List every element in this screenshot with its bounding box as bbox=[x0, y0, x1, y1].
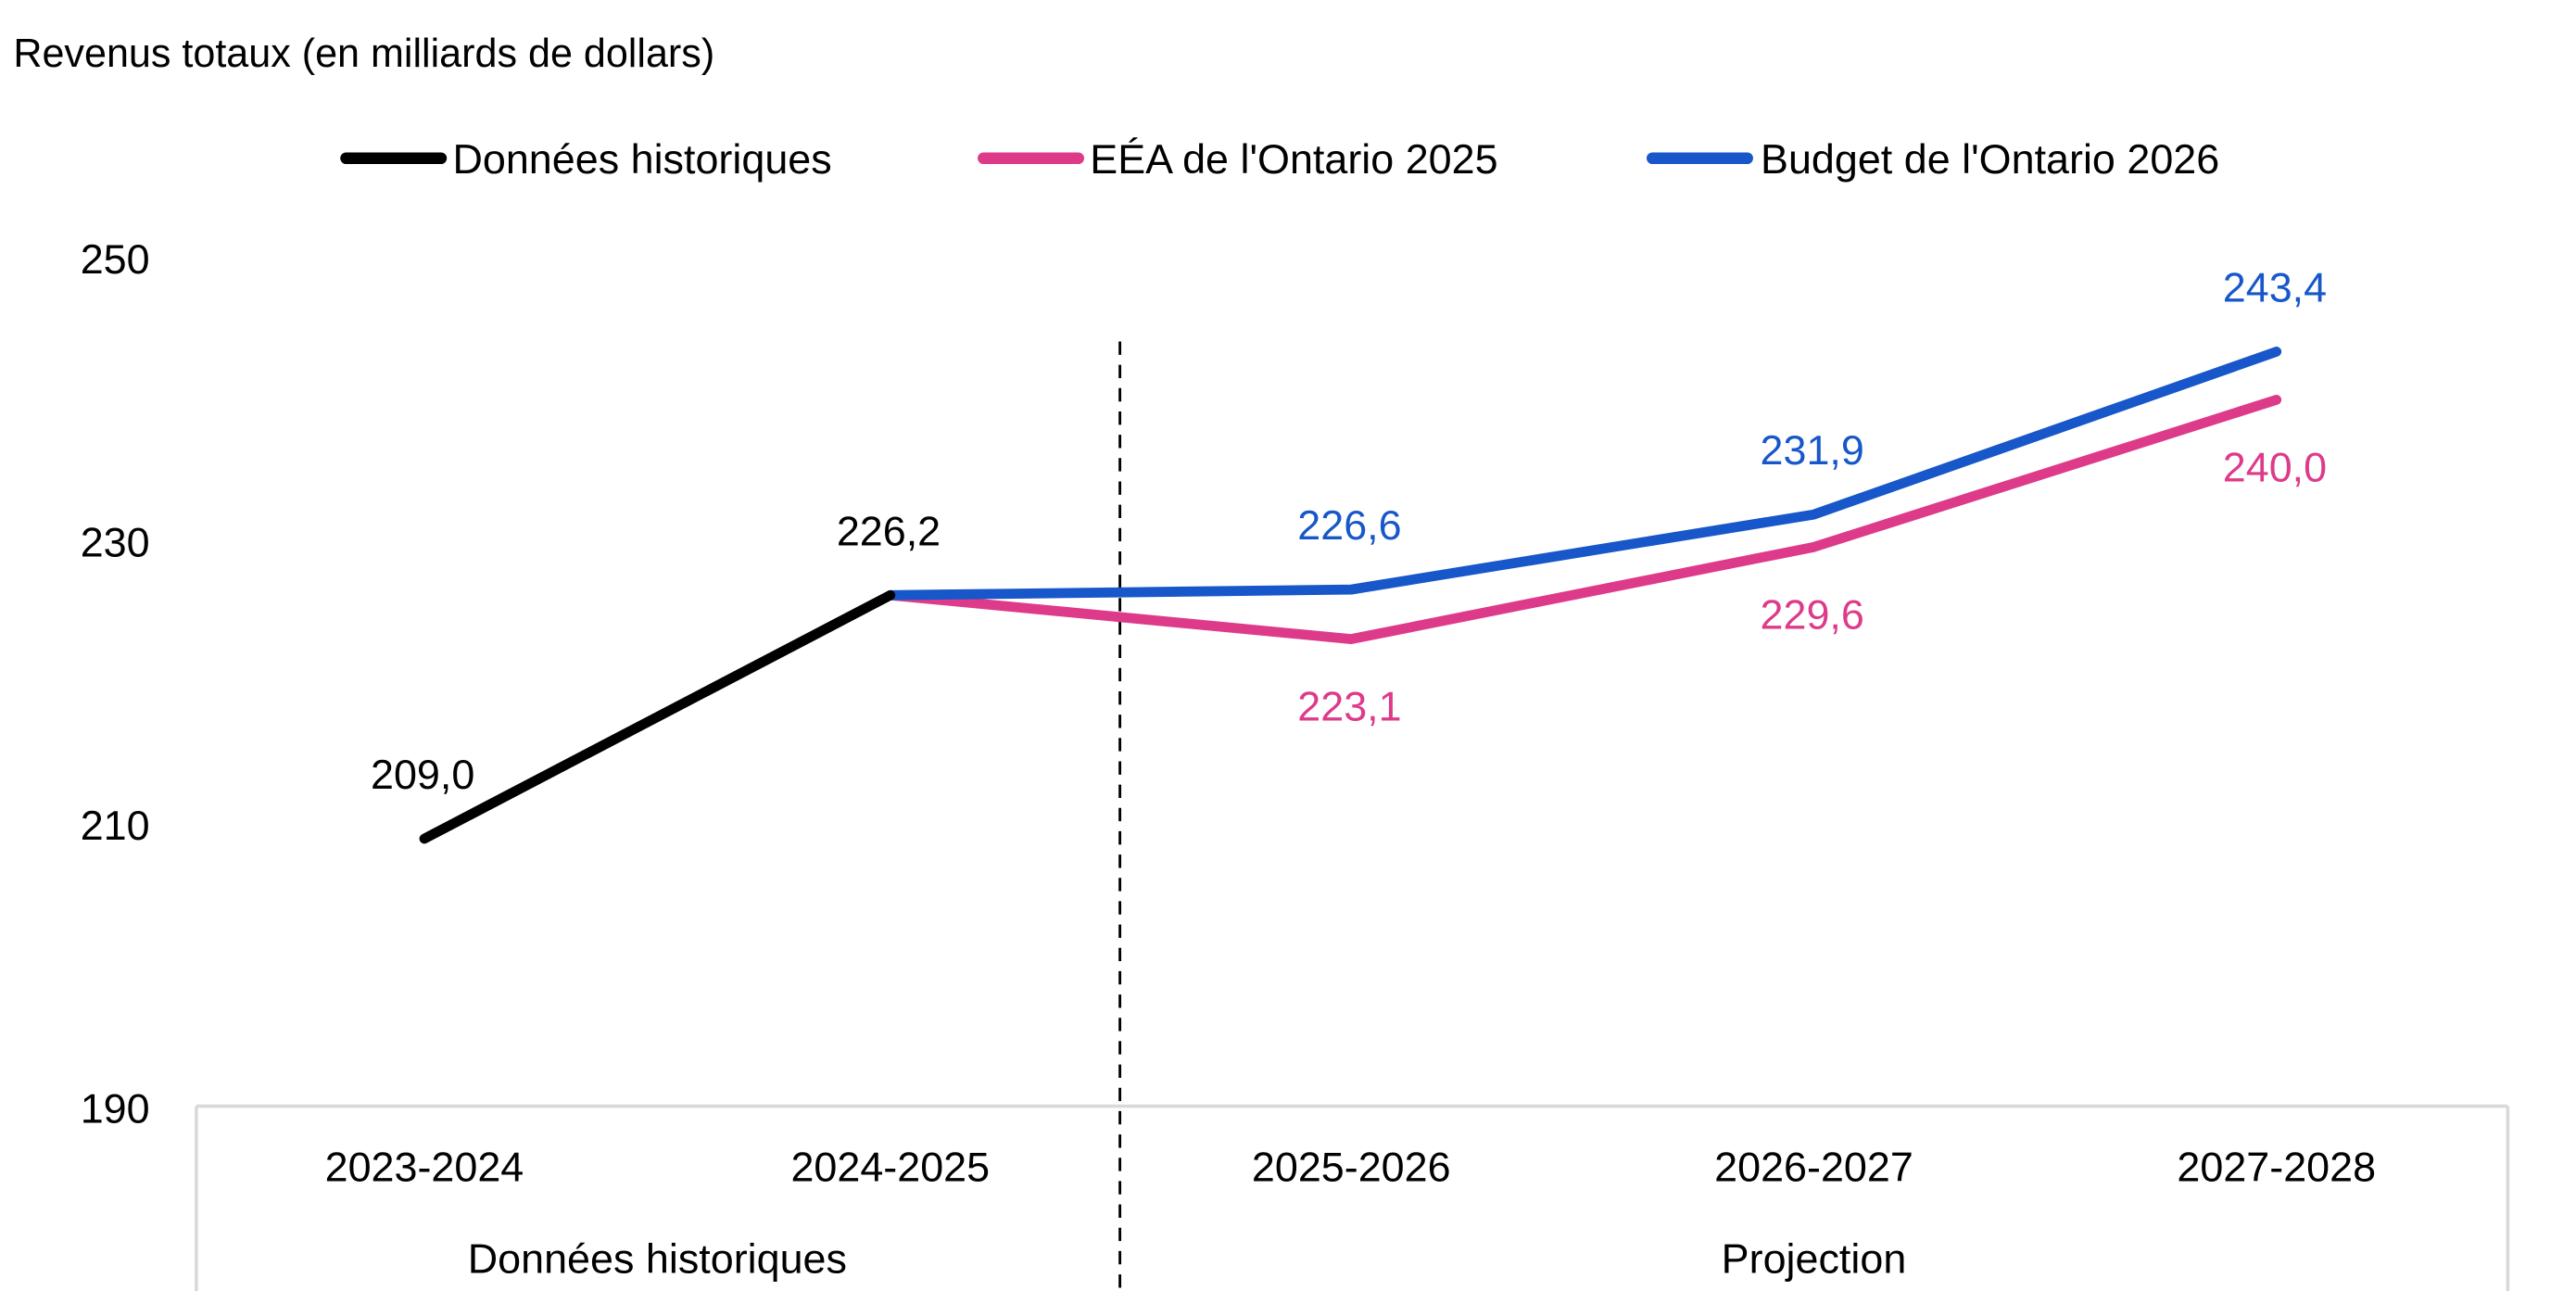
x-axis-frame bbox=[195, 1104, 2510, 1292]
legend: Données historiques EÉA de l'Ontario 202… bbox=[340, 135, 2219, 183]
y-tick-label: 230 bbox=[81, 518, 150, 565]
x-tick-label: 2025-2026 bbox=[1252, 1143, 1451, 1190]
data-label-eea-de-l-ontario-2025: 223,1 bbox=[1297, 683, 1401, 730]
chart-title: Revenus totaux (en milliards de dollars) bbox=[13, 32, 714, 76]
series-line-donnees-historiques bbox=[419, 589, 896, 844]
data-label-budget-de-l-ontario-2026: 243,4 bbox=[2223, 264, 2327, 311]
x-group-label-donnees-historiques: Données historiques bbox=[468, 1234, 847, 1282]
data-label-donnees-historiques: 209,0 bbox=[371, 751, 474, 798]
legend-label-budget-2026: Budget de l'Ontario 2026 bbox=[1761, 135, 2219, 183]
legend-label-eea-2025: EÉA de l'Ontario 2025 bbox=[1090, 135, 1497, 183]
y-axis: 190 210 230 250 bbox=[81, 235, 150, 1133]
x-group-label-projection: Projection bbox=[1722, 1234, 1907, 1282]
x-tick-label: 2023-2024 bbox=[325, 1143, 524, 1190]
legend-item-budget-2026[interactable]: Budget de l'Ontario 2026 bbox=[1647, 135, 2219, 183]
x-tick-label: 2026-2027 bbox=[1714, 1143, 1913, 1190]
data-label-eea-de-l-ontario-2025: 240,0 bbox=[2223, 443, 2327, 490]
y-tick-label: 190 bbox=[81, 1084, 150, 1132]
x-axis-groups: Données historiques Projection bbox=[468, 1234, 1907, 1282]
data-label-budget-de-l-ontario-2026: 226,6 bbox=[1297, 501, 1401, 549]
y-tick-label: 250 bbox=[81, 235, 150, 283]
legend-item-historical[interactable]: Données historiques bbox=[340, 135, 832, 183]
data-label-budget-de-l-ontario-2026: 231,9 bbox=[1761, 426, 1864, 474]
series-lines bbox=[419, 347, 2282, 844]
data-label-eea-de-l-ontario-2025: 229,6 bbox=[1761, 590, 1864, 638]
series-line-budget-de-l-ontario-2026 bbox=[885, 347, 2282, 601]
data-label-donnees-historiques: 226,2 bbox=[837, 507, 941, 554]
x-tick-label: 2027-2028 bbox=[2177, 1143, 2376, 1190]
legend-item-eea-2025[interactable]: EÉA de l'Ontario 2025 bbox=[978, 135, 1498, 183]
data-labels: 209,0 226,2 223,1 229,6 240,0 226,6 231,9 243,4 bbox=[371, 264, 2327, 799]
x-tick-label: 2024-2025 bbox=[790, 1143, 990, 1190]
legend-label-historical: Données historiques bbox=[452, 135, 831, 183]
series-line-eea-de-l-ontario-2025 bbox=[885, 395, 2282, 644]
y-tick-label: 210 bbox=[81, 802, 150, 849]
x-axis-categories: 2023-2024 2024-2025 2025-2026 2026-2027 2027… bbox=[325, 1143, 2376, 1190]
